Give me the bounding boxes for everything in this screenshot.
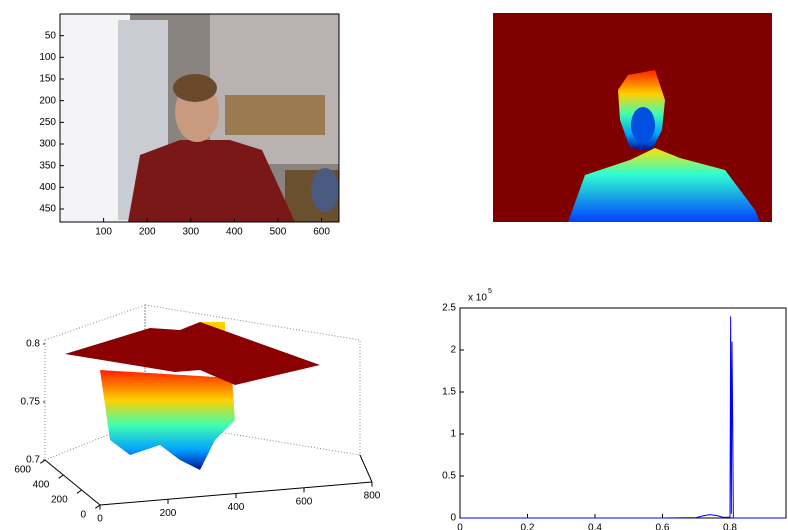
y-tick-label: 200 [39,95,56,106]
y-tick-label: 450 [39,204,56,215]
tick-label: 400 [228,502,245,513]
y-tick-label: 350 [39,160,56,171]
tick-label: 0.7 [26,455,40,466]
x-tick-label: 500 [270,227,287,238]
x-tick-label: 0.8 [723,523,737,530]
depth-image [493,13,772,222]
y-multiplier: x 10 [468,293,487,304]
line [460,316,786,518]
tick-label: 800 [364,491,381,502]
photo [60,14,339,222]
tick-label: 600 [296,496,313,507]
tick-label: 0.75 [21,397,41,408]
tick [59,475,64,478]
axes-box [460,308,786,518]
y-tick-label: 2 [450,345,456,356]
tick [77,490,82,493]
y-tick-label: 250 [39,117,56,128]
figure: x 10 5 100200300400500600501001502002503… [0,0,788,530]
tick-label: 0 [97,514,103,525]
x-tick-label: 100 [95,227,112,238]
y-tick-label: 400 [39,182,56,193]
tick-label: 200 [160,508,177,519]
tick-label: 0.8 [26,339,40,350]
y-tick-label: 150 [39,74,56,85]
x-tick-label: 600 [313,227,330,238]
x-tick-label: 200 [139,227,156,238]
x-tick-label: 0 [457,523,463,530]
page: x 10 5 100200300400500600501001502002503… [0,0,788,530]
x-tick-label: 0.4 [588,523,602,530]
tick [95,505,100,508]
y-tick-label: 0.5 [442,471,456,482]
y-tick-label: 50 [45,30,57,41]
x-tick-label: 300 [182,227,199,238]
x-tick-label: 0.2 [521,523,535,530]
tick-label: 200 [51,495,68,506]
y-tick-label: 300 [39,139,56,150]
tick-label: 0 [80,510,86,521]
tick-label: 600 [14,465,31,476]
tick-label: 400 [33,480,50,491]
y-tick-label: 0 [450,513,456,524]
y-tick-label: 100 [39,52,56,63]
y-tick-label: 1 [450,429,456,440]
y-tick-label: 1.5 [442,387,456,398]
y-tick-label: 2.5 [442,303,456,314]
x-tick-label: 0.6 [656,523,670,530]
x-tick-label: 400 [226,227,243,238]
surface-plot [45,305,372,505]
y-multiplier-exponent: 5 [488,288,492,295]
